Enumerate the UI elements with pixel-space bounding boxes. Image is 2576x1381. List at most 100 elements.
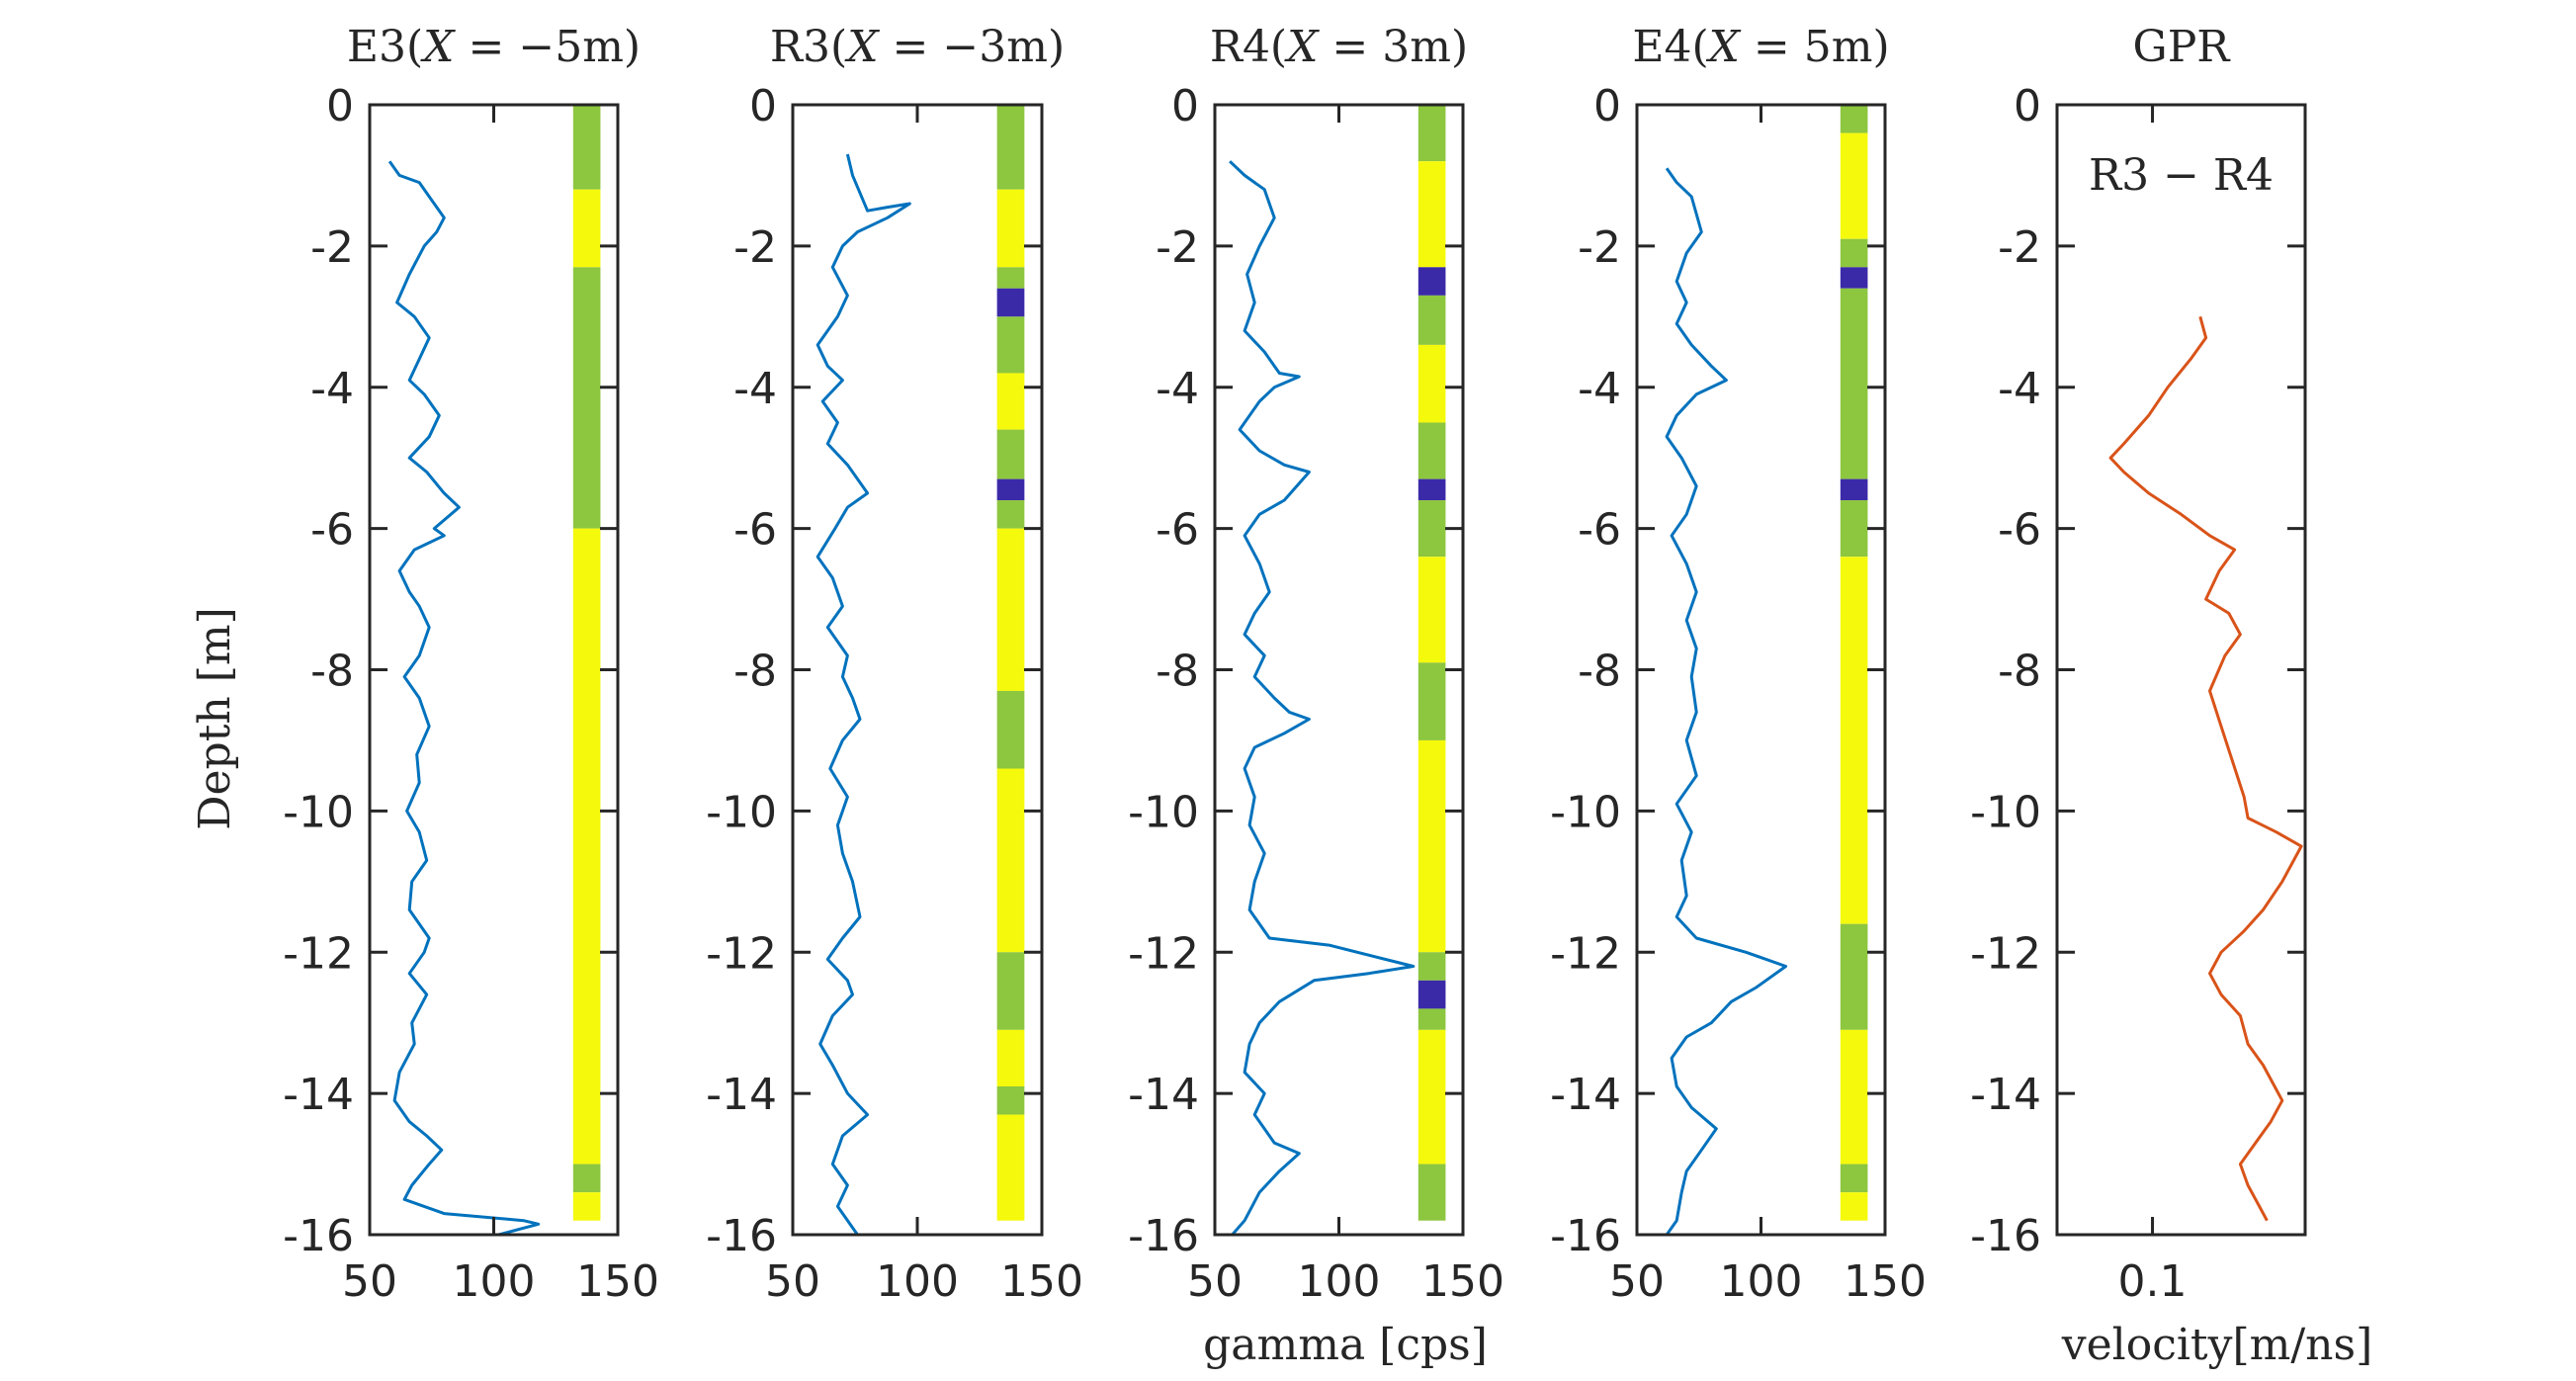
y-tick-label: -16 xyxy=(706,1211,777,1261)
panel-title-part: X xyxy=(1284,22,1320,72)
x-tick-label: 150 xyxy=(1421,1256,1504,1307)
panel-title: E3(X = −5m) xyxy=(347,22,641,72)
y-tick-label: -2 xyxy=(1156,222,1199,273)
lithology-segment xyxy=(1417,662,1446,740)
x-tick-label: 100 xyxy=(1298,1256,1381,1307)
y-tick-label: -6 xyxy=(1998,505,2041,556)
y-tick-label: -6 xyxy=(1578,505,1621,556)
y-tick-label: -10 xyxy=(1970,787,2041,837)
y-tick-label: -6 xyxy=(1156,505,1199,556)
y-tick-label: -2 xyxy=(1998,222,2041,273)
y-tick-label: -8 xyxy=(1998,647,2041,697)
y-tick-label: -16 xyxy=(1970,1211,2041,1261)
y-tick-label: -4 xyxy=(1998,364,2041,414)
y-tick-label: 0 xyxy=(749,81,777,131)
y-tick-label: -8 xyxy=(310,647,354,697)
lithology-segment xyxy=(996,528,1025,691)
lithology-segment xyxy=(996,316,1025,374)
data-line xyxy=(387,160,541,1237)
lithology-segment xyxy=(996,267,1025,289)
y-tick-label: -10 xyxy=(1128,787,1199,837)
x-tick-label: 100 xyxy=(453,1256,536,1307)
y-axis-label: Depth [m] xyxy=(190,607,240,830)
lithology-segment xyxy=(572,1164,601,1193)
panel-title: R3(X = −3m) xyxy=(770,22,1065,72)
x-tick-label: 50 xyxy=(765,1256,820,1307)
y-tick-label: -2 xyxy=(1578,222,1621,273)
x-tick-label: 100 xyxy=(876,1256,959,1307)
x-tick-label: 0.1 xyxy=(2118,1256,2188,1307)
lithology-segment xyxy=(1417,478,1446,501)
y-tick-label: -8 xyxy=(1578,647,1621,697)
y-tick-label: -4 xyxy=(1156,364,1199,414)
data-line xyxy=(1229,160,1416,1236)
y-tick-label: -2 xyxy=(310,222,354,273)
y-tick-label: -12 xyxy=(1970,928,2041,979)
x-tick-label: 50 xyxy=(342,1256,397,1307)
lithology-segment xyxy=(1417,105,1446,162)
lithology-segment xyxy=(1840,105,1868,133)
lithology-segment xyxy=(996,1029,1025,1086)
y-tick-label: -8 xyxy=(733,647,777,697)
lithology-segment xyxy=(996,1085,1025,1115)
y-tick-label: -14 xyxy=(1550,1070,1621,1120)
lithology-segment xyxy=(1840,288,1868,479)
panel-title: E4(X = 5m) xyxy=(1632,22,1889,72)
lithology-segment xyxy=(996,288,1025,317)
y-tick-label: -2 xyxy=(733,222,777,273)
y-tick-label: -4 xyxy=(310,364,354,414)
panel-title-part: = 3m) xyxy=(1318,22,1468,72)
lithology-segment xyxy=(1840,132,1868,239)
panel-title: R4(X = 3m) xyxy=(1210,22,1468,72)
lithology-segment xyxy=(996,105,1025,190)
x-tick-label: 150 xyxy=(1844,1256,1927,1307)
y-tick-label: -12 xyxy=(283,928,354,979)
lithology-segment xyxy=(1840,557,1868,924)
lithology-segment xyxy=(996,373,1025,430)
y-tick-label: -14 xyxy=(1128,1070,1199,1120)
panel-title-part: E3( xyxy=(347,22,423,72)
panel-title-part: X xyxy=(420,22,456,72)
y-tick-label: -12 xyxy=(706,928,777,979)
lithology-segment xyxy=(1417,161,1446,268)
lithology-segment xyxy=(1417,557,1446,663)
lithology-segment xyxy=(1840,1164,1868,1193)
y-tick-label: 0 xyxy=(2014,81,2041,131)
x-tick-label: 50 xyxy=(1609,1256,1665,1307)
panel-title-part: R3( xyxy=(770,22,847,72)
y-tick-label: 0 xyxy=(326,81,354,131)
y-tick-label: -12 xyxy=(1550,928,1621,979)
y-tick-label: -4 xyxy=(1578,364,1621,414)
lithology-segment xyxy=(1417,739,1446,953)
lithology-segment xyxy=(996,690,1025,769)
y-tick-label: -14 xyxy=(1970,1070,2041,1120)
data-line xyxy=(816,153,911,1236)
lithology-segment xyxy=(1417,295,1446,345)
data-line xyxy=(1665,167,1788,1236)
lithology-segment xyxy=(1417,980,1446,1009)
x-tick-label: 100 xyxy=(1720,1256,1803,1307)
lithology-segment xyxy=(1417,1008,1446,1030)
panel-title-part: = −3m) xyxy=(879,22,1066,72)
panel-annotation: R3 − R4 xyxy=(2089,150,2274,201)
lithology-segment xyxy=(1840,1029,1868,1165)
lithology-segment xyxy=(996,952,1025,1030)
y-tick-label: -6 xyxy=(310,505,354,556)
lithology-segment xyxy=(572,267,601,529)
lithology-segment xyxy=(572,189,601,268)
lithology-segment xyxy=(1417,1164,1446,1221)
lithology-segment xyxy=(1840,478,1868,501)
panel-title-part: = 5m) xyxy=(1740,22,1890,72)
panel-title-part: X xyxy=(1706,22,1742,72)
y-tick-label: -10 xyxy=(283,787,354,837)
x-tick-label: 150 xyxy=(576,1256,659,1307)
lithology-segment xyxy=(1840,267,1868,289)
y-tick-label: -14 xyxy=(283,1070,354,1120)
y-tick-label: -10 xyxy=(706,787,777,837)
lithology-segment xyxy=(1417,267,1446,296)
